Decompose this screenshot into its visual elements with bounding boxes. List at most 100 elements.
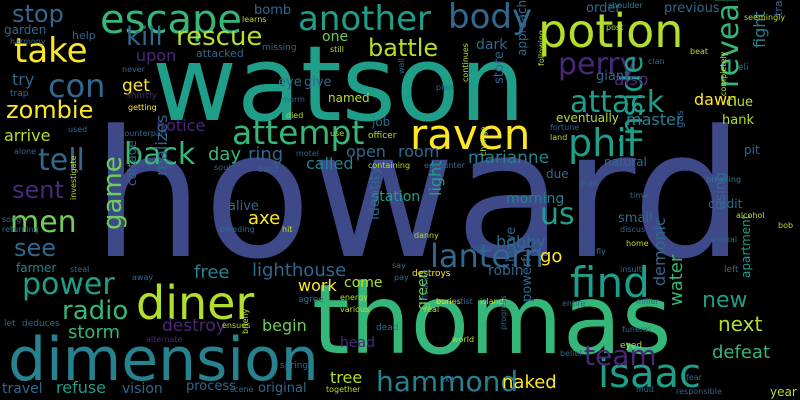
word-tree: tree (330, 368, 363, 387)
word-spring: spring (280, 361, 309, 371)
word-completely: completely (719, 51, 728, 96)
word-day: day (208, 144, 242, 165)
word-ensues: ensues (222, 321, 251, 330)
word-called: called (306, 154, 354, 173)
word-apartment: apartment (739, 214, 753, 278)
word-process: process (186, 379, 236, 394)
word-named: named (328, 91, 370, 105)
word-water: water (666, 254, 687, 306)
word-funeral: funeral (622, 325, 651, 334)
word-motel: motel (296, 149, 319, 158)
word-farmer: farmer (16, 261, 57, 275)
word-get: get (122, 76, 150, 96)
word-plan: plan (436, 83, 454, 92)
word-eli: eli (738, 63, 749, 73)
word-vision: vision (122, 381, 163, 397)
word-agree: agree (298, 295, 324, 305)
word-missing: missing (262, 43, 297, 53)
word-artist: artist (452, 297, 473, 306)
word-floating: floating (421, 269, 430, 300)
word-counterpart: counterpart (120, 129, 168, 138)
word-year: year (770, 385, 797, 399)
word-wall: wall (397, 58, 406, 74)
word-one: one (322, 29, 349, 45)
word-belief: belief (560, 349, 583, 358)
word-bomb: bomb (254, 3, 292, 18)
word-time: time (630, 191, 649, 200)
word-briefly: briefly (241, 308, 250, 334)
word-lantern: lantern (430, 237, 544, 275)
word-original: original (258, 381, 307, 396)
word-beat: beat (690, 47, 709, 56)
word-previous: previous (664, 1, 720, 16)
word-danny: danny (414, 231, 439, 240)
word-change: change (479, 126, 488, 156)
word-pay: pay (394, 273, 409, 282)
word-gas: gas (675, 110, 686, 128)
word-notice: notice (156, 116, 206, 135)
word-escape: escape (100, 0, 242, 43)
word-steal: steal (70, 265, 90, 274)
word-alternate: alternate (146, 335, 183, 344)
word-cottage: cottage (125, 140, 139, 186)
word-potion: potion (538, 4, 684, 58)
word-miller: miller (636, 297, 659, 306)
word-sent: sent (12, 176, 64, 204)
word-leave: leave (504, 226, 519, 262)
word-shoulder: shoulder (608, 1, 643, 10)
word-scene: scene (230, 385, 254, 394)
word-clue: clue (726, 95, 753, 110)
word-attempt: attempt (232, 113, 365, 152)
word-fly: fly (596, 247, 606, 256)
word-died: died (286, 111, 304, 120)
word-upon: upon (136, 46, 177, 65)
word-man: man (580, 179, 598, 188)
word-dimension: dimension (8, 325, 319, 395)
word-never: never (122, 65, 145, 74)
word-song: song (2, 215, 22, 224)
word-howard: howard (92, 93, 745, 298)
word-head: head (340, 335, 375, 351)
word-powerful: powerful (520, 245, 535, 302)
word-give: give (304, 75, 332, 90)
word-naked: naked (502, 372, 557, 393)
word-identity: identity (367, 166, 383, 220)
word-credit: credit (708, 197, 743, 211)
word-home: home (626, 239, 649, 248)
word-progress: progress (499, 295, 508, 330)
word-begin: begin (262, 316, 307, 335)
word-refuse: refuse (56, 378, 107, 397)
word-battle: battle (368, 34, 439, 62)
word-job: job (372, 115, 391, 129)
word-take: take (14, 31, 88, 71)
word-containing: containing (368, 161, 411, 170)
word-room: room (398, 142, 440, 161)
word-try: try (12, 70, 35, 89)
word-fortune: fortune (550, 123, 580, 132)
word-attack: attack (570, 85, 665, 120)
word-trap: trap (10, 89, 29, 99)
word-defeat: defeat (712, 342, 770, 363)
word-dead: dead (376, 323, 399, 333)
word-real: real (424, 305, 440, 314)
word-thomas: thomas (312, 264, 672, 376)
word-encounter: encounter (424, 161, 465, 170)
word-exit: exit (440, 375, 455, 384)
word-due: due (546, 167, 569, 181)
word-marianne: marianne (468, 148, 550, 168)
word-stop: stop (12, 0, 64, 28)
word-use: use (330, 129, 345, 138)
word-game: game (98, 156, 128, 230)
word-buries: buries (436, 297, 461, 306)
word-mud: mud (636, 385, 654, 394)
word-hit: hit (282, 225, 293, 234)
word-left: left (724, 265, 739, 275)
word-harmony: harmony (10, 37, 46, 46)
word-storm: storm (68, 322, 121, 343)
word-axe: axe (248, 208, 281, 229)
word-us: us (540, 197, 575, 232)
word-body: body (448, 0, 533, 37)
word-soul: soul (214, 163, 231, 172)
word-say: say (392, 261, 406, 270)
